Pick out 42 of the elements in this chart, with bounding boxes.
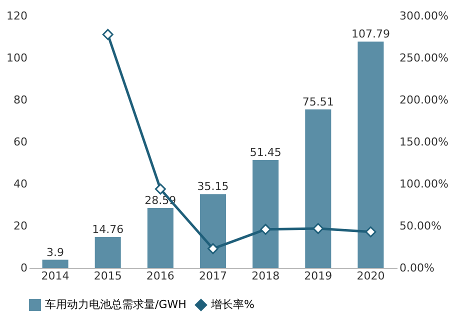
bar: [147, 208, 174, 268]
y2-tick-label: 50.00%: [400, 220, 442, 232]
point: [208, 243, 218, 254]
data-label: 35.15: [197, 180, 229, 194]
y2-tick-label: 150.00%: [400, 136, 448, 148]
y-tick-label: 60: [14, 136, 28, 148]
y2-tick-label: 200.00%: [400, 94, 448, 106]
y2-tick-label: 300.00%: [400, 10, 448, 22]
bar: [94, 237, 121, 268]
y-tick-label: 100: [6, 52, 28, 64]
y-tick-label: 40: [14, 178, 28, 190]
y-tick-label: 80: [14, 94, 28, 106]
x-tick-label: 2018: [252, 270, 280, 282]
legend-label: 车用动力电池总需求量/GWH: [45, 298, 186, 311]
y2-tick-label: 0.00%: [400, 262, 434, 274]
y-tick-label: 0: [20, 262, 28, 274]
point: [365, 226, 376, 238]
data-label: 107.79: [351, 28, 390, 41]
bar: [358, 42, 384, 268]
bar: [305, 109, 332, 268]
x-tick-label: 2015: [94, 270, 122, 282]
bar: [252, 160, 279, 268]
bar: [42, 260, 68, 268]
point: [102, 28, 114, 40]
legend-label: 增长率%: [210, 298, 254, 311]
data-label: 51.45: [250, 146, 282, 159]
data-label: 14.76: [92, 223, 124, 236]
y-tick-label: 120: [6, 10, 28, 22]
point: [154, 184, 166, 195]
point: [260, 224, 272, 235]
data-label: 3.9: [46, 246, 64, 259]
x-tick-label: 2016: [146, 270, 174, 282]
data-label: 75.51: [302, 95, 334, 108]
bar: [200, 194, 226, 268]
y2-tick-label: 250.00%: [400, 52, 448, 64]
x-tick-label: 2014: [41, 270, 70, 282]
y-tick-label: 20: [14, 220, 28, 232]
x-tick-label: 2020: [356, 270, 385, 282]
x-tick-label: 2019: [304, 270, 332, 282]
x-tick-label: 2017: [199, 270, 227, 282]
point: [312, 223, 324, 234]
y2-tick-label: 100.00%: [400, 178, 448, 190]
